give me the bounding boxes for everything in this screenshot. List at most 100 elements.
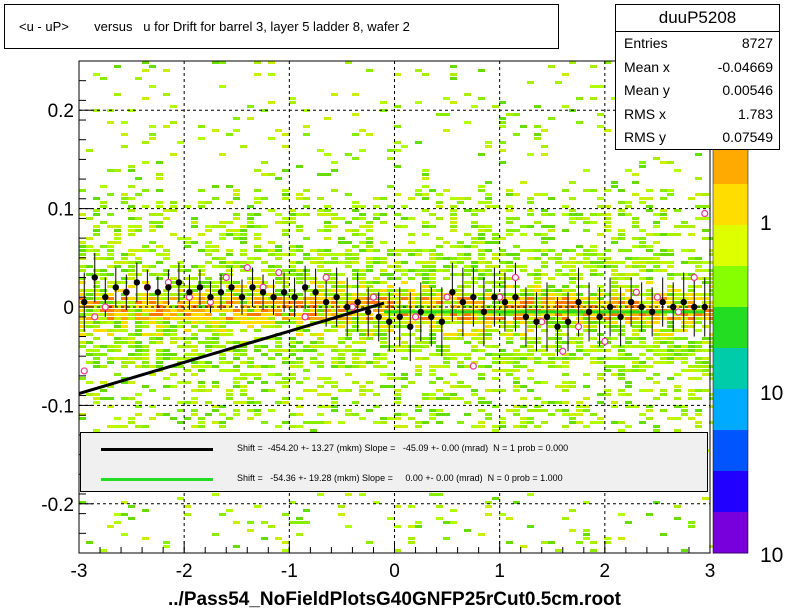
heatmap-cell xyxy=(331,401,338,404)
heatmap-cell xyxy=(233,117,240,120)
heatmap-cell xyxy=(93,289,100,292)
heatmap-cell xyxy=(191,297,198,300)
heatmap-cell xyxy=(296,301,303,304)
file-label: ../Pass54_NoFieldPlotsG40GNFP25rCut0.5cm… xyxy=(168,589,621,610)
heatmap-cell xyxy=(380,313,387,316)
heatmap-cell xyxy=(296,245,303,248)
heatmap-cell xyxy=(324,293,331,296)
heatmap-cell xyxy=(317,309,324,312)
heatmap-cell xyxy=(303,305,310,308)
heatmap-cell xyxy=(79,241,86,244)
heatmap-cell xyxy=(387,305,394,308)
heatmap-cell xyxy=(394,193,401,196)
heatmap-cell xyxy=(499,101,506,104)
heatmap-cell xyxy=(261,173,268,176)
heatmap-cell xyxy=(618,233,625,236)
heatmap-cell xyxy=(345,285,352,288)
heatmap-cell xyxy=(380,325,387,328)
heatmap-cell xyxy=(352,353,359,356)
heatmap-cell xyxy=(86,349,93,352)
heatmap-cell xyxy=(457,201,464,204)
heatmap-cell xyxy=(352,209,359,212)
heatmap-cell xyxy=(303,197,310,200)
heatmap-cell xyxy=(709,293,716,296)
heatmap-cell xyxy=(331,225,338,228)
heatmap-cell xyxy=(408,525,415,528)
heatmap-cell xyxy=(415,141,422,144)
heatmap-cell xyxy=(681,361,688,364)
heatmap-cell xyxy=(513,313,520,316)
heatmap-cell xyxy=(352,401,359,404)
heatmap-cell xyxy=(429,397,436,400)
heatmap-cell xyxy=(93,393,100,396)
heatmap-cell xyxy=(128,273,135,276)
heatmap-cell xyxy=(520,289,527,292)
heatmap-cell xyxy=(632,221,639,224)
heatmap-cell xyxy=(681,225,688,228)
heatmap-cell xyxy=(128,225,135,228)
heatmap-cell xyxy=(485,417,492,420)
heatmap-cell xyxy=(590,245,597,248)
heatmap-cell xyxy=(520,233,527,236)
heatmap-cell xyxy=(471,237,478,240)
heatmap-cell xyxy=(667,361,674,364)
heatmap-cell xyxy=(429,333,436,336)
heatmap-cell xyxy=(394,417,401,420)
heatmap-cell xyxy=(352,321,359,324)
heatmap-cell xyxy=(506,409,513,412)
heatmap-cell xyxy=(359,493,366,496)
heatmap-cell xyxy=(639,257,646,260)
heatmap-cell xyxy=(268,373,275,376)
heatmap-cell xyxy=(646,281,653,284)
heatmap-cell xyxy=(170,373,177,376)
heatmap-cell xyxy=(534,133,541,136)
heatmap-cell xyxy=(590,213,597,216)
heatmap-cell xyxy=(93,357,100,360)
heatmap-cell xyxy=(310,261,317,264)
heatmap-cell xyxy=(401,357,408,360)
heatmap-cell xyxy=(296,317,303,320)
heatmap-cell xyxy=(338,389,345,392)
heatmap-cell xyxy=(604,261,611,264)
heatmap-cell xyxy=(107,273,114,276)
heatmap-cell xyxy=(247,225,254,228)
heatmap-cell xyxy=(576,261,583,264)
heatmap-cell xyxy=(499,421,506,424)
heatmap-cell xyxy=(352,205,359,208)
heatmap-cell xyxy=(583,537,590,540)
heatmap-cell xyxy=(345,301,352,304)
heatmap-cell xyxy=(443,393,450,396)
heatmap-cell xyxy=(282,285,289,288)
heatmap-cell xyxy=(177,269,184,272)
heatmap-cell xyxy=(408,253,415,256)
heatmap-cell xyxy=(562,409,569,412)
heatmap-cell xyxy=(275,381,282,384)
heatmap-cell xyxy=(520,345,527,348)
heatmap-cell xyxy=(128,417,135,420)
heatmap-cell xyxy=(282,541,289,544)
heatmap-cell xyxy=(674,289,681,292)
profile-point xyxy=(175,279,183,286)
heatmap-cell xyxy=(485,317,492,320)
heatmap-cell xyxy=(653,221,660,224)
heatmap-cell xyxy=(618,345,625,348)
heatmap-cell xyxy=(226,309,233,312)
heatmap-cell xyxy=(485,261,492,264)
heatmap-cell xyxy=(247,221,254,224)
heatmap-cell xyxy=(632,265,639,268)
heatmap-cell xyxy=(506,113,513,116)
heatmap-cell xyxy=(429,257,436,260)
heatmap-cell xyxy=(653,337,660,340)
heatmap-cell xyxy=(471,241,478,244)
heatmap-cell xyxy=(282,313,289,316)
heatmap-cell xyxy=(534,125,541,128)
heatmap-cell xyxy=(478,313,485,316)
heatmap-cell xyxy=(576,345,583,348)
heatmap-cell xyxy=(289,305,296,308)
heatmap-cell xyxy=(226,233,233,236)
heatmap-cell xyxy=(513,405,520,408)
heatmap-cell xyxy=(338,349,345,352)
heatmap-cell xyxy=(541,301,548,304)
heatmap-cell xyxy=(142,333,149,336)
heatmap-cell xyxy=(394,345,401,348)
